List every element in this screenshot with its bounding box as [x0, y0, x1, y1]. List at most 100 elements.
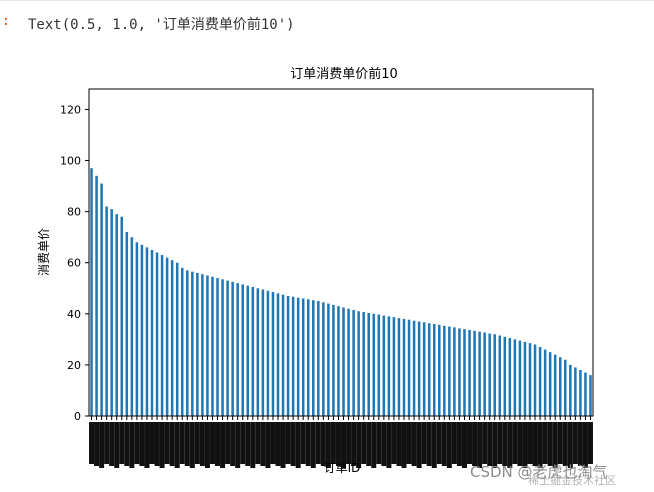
bar	[584, 372, 587, 416]
x-tick-label	[547, 422, 553, 466]
bar	[543, 349, 547, 416]
bar	[180, 267, 184, 416]
x-tick-label	[164, 422, 170, 464]
bar	[523, 341, 527, 416]
bar	[387, 316, 391, 416]
bar	[266, 290, 270, 416]
bar	[155, 252, 159, 416]
bar	[191, 271, 194, 416]
bar	[95, 175, 98, 416]
bar	[342, 307, 345, 416]
bar	[402, 318, 406, 416]
x-tick-label	[209, 422, 215, 464]
bar	[236, 283, 239, 416]
x-tick-label	[119, 422, 125, 464]
watermark-main: CSDN @老虎也淘气	[470, 463, 608, 481]
x-tick-label	[235, 422, 241, 468]
x-tick-label	[527, 422, 533, 464]
bar	[569, 364, 572, 416]
x-tick-label	[255, 422, 261, 464]
x-tick-label	[497, 422, 503, 464]
x-tick-label	[406, 422, 412, 464]
x-tick-label	[482, 422, 488, 464]
bar	[372, 313, 376, 416]
bar	[221, 279, 224, 416]
x-tick-label	[487, 422, 493, 466]
bar	[579, 370, 582, 416]
x-tick-label	[532, 422, 538, 466]
bar	[508, 338, 512, 416]
bar	[256, 288, 260, 416]
bar	[417, 321, 421, 416]
bar	[105, 206, 108, 416]
x-tick-label	[290, 422, 296, 466]
bar	[347, 308, 350, 416]
x-tick-label	[391, 422, 397, 464]
bar	[120, 216, 124, 416]
bar	[478, 331, 481, 416]
plot-frame	[88, 88, 594, 417]
bar	[493, 334, 496, 416]
x-tick-label	[386, 422, 392, 468]
bar	[427, 323, 431, 416]
x-tick-label	[335, 422, 341, 466]
bar	[397, 318, 401, 416]
x-tick-label	[492, 422, 498, 468]
x-tick-label	[451, 422, 457, 464]
bar	[281, 294, 285, 416]
bar	[175, 262, 179, 416]
x-tick-label	[431, 422, 437, 468]
x-tick-label	[446, 422, 452, 468]
x-tick-label	[567, 422, 573, 468]
x-tick-label	[441, 422, 447, 466]
bar	[468, 329, 471, 416]
bar	[322, 302, 325, 416]
bar	[165, 257, 169, 416]
y-tick-label: 60	[67, 257, 81, 270]
bar	[206, 275, 209, 416]
x-tick-label	[305, 422, 311, 466]
bar	[432, 324, 436, 416]
x-tick-label	[381, 422, 387, 466]
x-tick-label	[346, 422, 352, 464]
x-tick-label	[124, 422, 130, 466]
x-tick-label	[517, 422, 523, 466]
x-tick-label	[572, 422, 578, 464]
x-tick-label	[325, 422, 331, 468]
x-tick-label	[159, 422, 165, 468]
bar	[276, 293, 280, 417]
x-tick-label	[461, 422, 467, 468]
x-tick-label	[351, 422, 357, 466]
x-tick-label	[542, 422, 548, 464]
bar	[216, 278, 219, 416]
y-tick-label: 40	[67, 308, 81, 321]
y-tick-label: 20	[67, 359, 81, 372]
bar	[382, 315, 386, 416]
x-tick-label	[134, 422, 140, 464]
bar	[367, 313, 370, 416]
x-tick-label	[341, 422, 347, 468]
x-tick-label	[577, 422, 583, 466]
bar	[211, 276, 214, 416]
x-tick-label	[225, 422, 231, 464]
y-tick-label: 120	[60, 103, 81, 116]
x-tick-label	[436, 422, 442, 464]
x-tick-label	[477, 422, 483, 468]
bar	[186, 270, 189, 416]
bar	[246, 285, 250, 416]
x-tick-label	[582, 422, 588, 468]
x-tick-label	[376, 422, 382, 464]
bar	[332, 304, 335, 416]
x-tick-label	[99, 422, 105, 468]
bar	[443, 325, 446, 416]
bar	[100, 183, 103, 416]
output-prompt: :	[2, 14, 10, 29]
x-tick-label	[330, 422, 336, 464]
x-tick-label	[169, 422, 175, 466]
x-tick-label	[401, 422, 407, 468]
x-tick-label	[174, 422, 180, 468]
x-tick-label	[300, 422, 306, 464]
x-tick-label	[315, 422, 321, 464]
x-tick-label	[416, 422, 422, 468]
